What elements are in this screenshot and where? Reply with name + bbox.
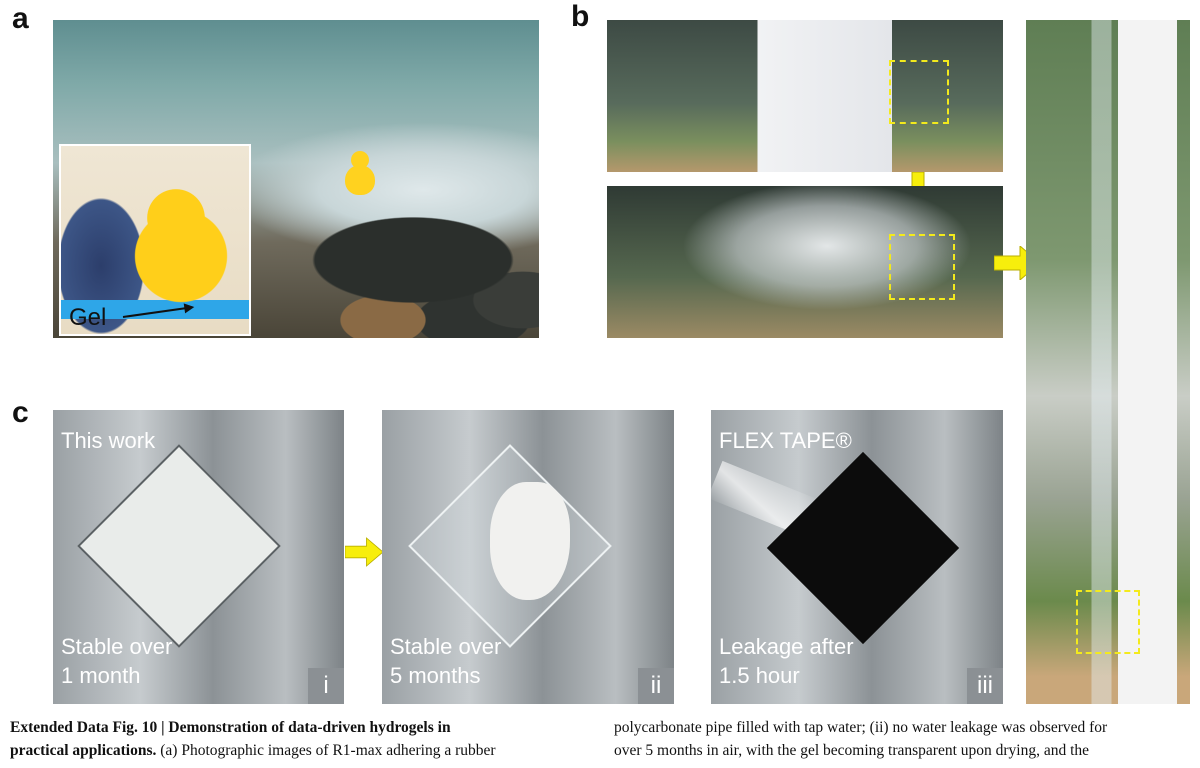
bottom-line-2: 1 month — [61, 663, 141, 688]
photo-pipe-leak-before — [607, 20, 1003, 172]
roman-badge: ii — [638, 668, 674, 704]
highlight-box — [889, 60, 949, 124]
roman-badge: i — [308, 668, 344, 704]
gel-arrow-icon — [122, 306, 193, 318]
subpanel-top-text: FLEX TAPE® — [719, 428, 852, 453]
roman-badge: iii — [967, 668, 1003, 704]
inset-wave-duck-illustration: Gel — [59, 144, 251, 336]
caption-right-line2: over 5 months in air, with the gel becom… — [614, 742, 1090, 759]
photo-tall-pipe-person — [1026, 20, 1190, 704]
bottom-line-1: Stable over — [61, 634, 173, 659]
highlight-box — [889, 234, 955, 300]
rubber-duck — [345, 151, 375, 195]
photo-flex-tape: FLEX TAPE® Leakage after 1.5 hour iii — [711, 410, 1003, 704]
subpanel-bottom-text: Leakage after 1.5 hour — [719, 632, 854, 690]
bottom-line-2: 1.5 hour — [719, 663, 800, 688]
subpanel-top-text: This work — [61, 428, 156, 453]
gel-residue — [490, 482, 570, 600]
highlight-box — [1076, 590, 1140, 654]
photo-duck-on-rock: Gel — [53, 20, 539, 338]
photo-this-work: This work Stable over 1 month i — [53, 410, 344, 704]
subpanel-bottom-text: Stable over 5 months — [390, 632, 501, 690]
caption-title-cont: practical applications. — [10, 742, 157, 759]
panel-letter-b: b — [571, 0, 590, 33]
bottom-line-1: Stable over — [390, 634, 502, 659]
caption-right-line1: polycarbonate pipe filled with tap water… — [614, 719, 1108, 736]
bottom-line-2: 5 months — [390, 663, 481, 688]
flex-tape-patch — [766, 451, 960, 645]
caption-left: Extended Data Fig. 10 | Demonstration of… — [10, 716, 590, 762]
photo-five-months: Stable over 5 months ii — [382, 410, 674, 704]
caption-right: polycarbonate pipe filled with tap water… — [614, 716, 1199, 762]
photo-pipe-leak-spray — [607, 186, 1003, 338]
panel-letter-a: a — [12, 2, 29, 35]
subpanel-bottom-text: Stable over 1 month — [61, 632, 172, 690]
caption-title: Extended Data Fig. 10 | Demonstration of… — [10, 719, 451, 736]
gel-patch — [77, 444, 281, 648]
panel-letter-c: c — [12, 396, 29, 429]
caption-text: (a) Photographic images of R1-max adheri… — [156, 742, 496, 759]
gel-label: Gel — [69, 304, 107, 331]
yellow-arrow-right-icon — [345, 537, 383, 567]
bottom-line-1: Leakage after — [719, 634, 854, 659]
